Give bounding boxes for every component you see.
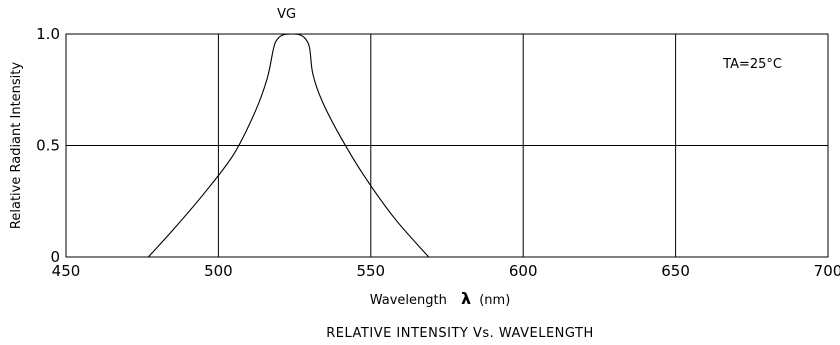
x-tick-label-550: 550	[356, 262, 385, 280]
grid	[66, 34, 828, 257]
y-tick-label-1: 1.0	[36, 25, 60, 43]
y-tick-label-0: 0	[50, 248, 60, 266]
x-tick-label-650: 650	[661, 262, 690, 280]
series-line-vg	[147, 33, 430, 258]
plot-frame	[65, 33, 829, 258]
chart-title: RELATIVE INTENSITY Vs. WAVELENGTH	[326, 326, 593, 341]
x-axis-unit: (nm)	[479, 293, 510, 308]
x-axis-label: Wavelength λ (nm)	[370, 289, 511, 308]
x-tick-label-500: 500	[204, 262, 233, 280]
x-axis-label-text: Wavelength	[370, 293, 447, 308]
x-tick-label-450: 450	[52, 262, 81, 280]
x-tick-label-700: 700	[814, 262, 840, 280]
y-axis-label: Relative Radiant Intensity	[9, 62, 24, 229]
series-label-vg: VG	[277, 7, 296, 22]
series-layer	[147, 33, 430, 258]
tick-labels: 450 500 550 600 650 700 0 0.5 1.0	[36, 25, 840, 280]
y-tick-label-0-5: 0.5	[36, 137, 60, 155]
x-tick-label-600: 600	[509, 262, 538, 280]
x-axis-lambda: λ	[461, 289, 471, 308]
temperature-annotation: TA=25°C	[722, 57, 782, 72]
